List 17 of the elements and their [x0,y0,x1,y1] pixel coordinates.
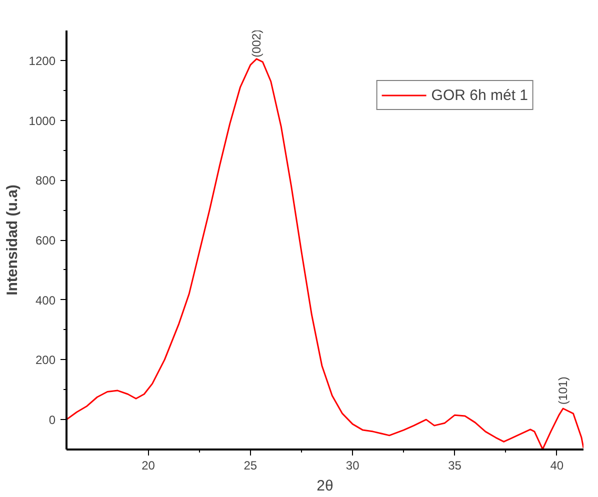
x-axis-title: 2θ [316,478,334,494]
x-tick-label: 20 [142,458,156,472]
x-tick-label: 35 [448,458,462,472]
x-tick-label: 25 [244,458,258,472]
x-tick-label: 30 [346,458,360,472]
y-tick-label: 800 [35,174,56,188]
annotation: (101) [556,376,570,405]
y-tick-label: 400 [35,293,56,308]
y-tick-label: 1000 [28,114,56,128]
x-tick-label: 40 [550,458,564,472]
y-tick-label: 600 [35,234,56,248]
annotation: (002) [250,29,264,58]
y-tick-label: 200 [35,353,56,368]
y-axis-title: Intensidad (u.a) [4,184,21,296]
legend-label: GOR 6h mét 1 [431,86,528,104]
y-tick-label: 1200 [28,54,56,68]
y-tick-label: 0 [48,413,56,428]
